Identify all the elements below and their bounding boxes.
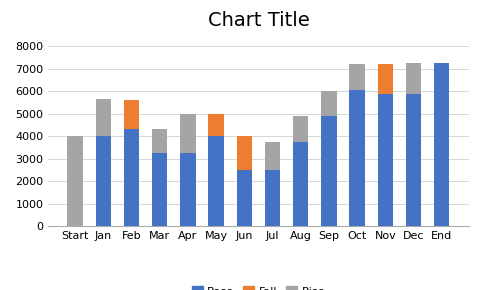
Bar [378, 64, 393, 95]
Bar [349, 90, 365, 226]
Bar [96, 99, 111, 136]
Bar [180, 153, 196, 226]
Bar [237, 170, 252, 226]
Bar [152, 129, 168, 153]
Bar [208, 114, 224, 136]
Bar [406, 95, 421, 226]
Bar [237, 136, 252, 170]
Bar [378, 95, 393, 226]
Bar [293, 116, 309, 142]
Bar [265, 142, 280, 170]
Bar [124, 100, 139, 129]
Bar [434, 63, 449, 226]
Bar [68, 136, 83, 226]
Bar [152, 153, 168, 226]
Title: Chart Title: Chart Title [208, 12, 309, 30]
Bar [208, 136, 224, 226]
Bar [321, 91, 337, 116]
Bar [180, 114, 196, 153]
Bar [321, 116, 337, 226]
Bar [124, 129, 139, 226]
Bar [406, 63, 421, 95]
Bar [293, 142, 309, 226]
Bar [349, 64, 365, 90]
Legend: Base, Fall, Rise: Base, Fall, Rise [187, 282, 329, 290]
Bar [96, 136, 111, 226]
Bar [265, 170, 280, 226]
